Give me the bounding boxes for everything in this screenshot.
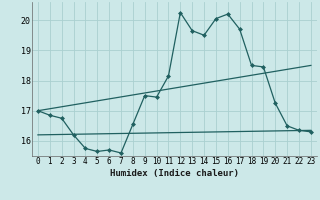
X-axis label: Humidex (Indice chaleur): Humidex (Indice chaleur)	[110, 169, 239, 178]
